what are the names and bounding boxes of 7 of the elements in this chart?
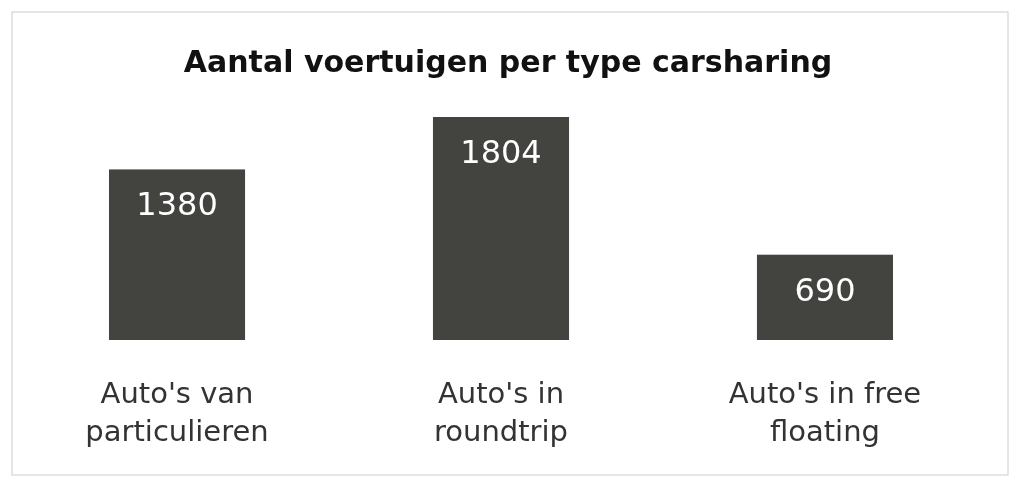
data-label: 1380 bbox=[136, 185, 218, 224]
x-tick-label: Auto's van particulieren bbox=[85, 376, 269, 448]
data-label: 1804 bbox=[460, 133, 542, 171]
data-label: 690 bbox=[794, 270, 856, 309]
x-tick-label: Auto's in free floating bbox=[728, 376, 922, 448]
chart-title: Aantal voertuigen per type carsharing bbox=[183, 44, 833, 79]
x-tick-label: Auto's in roundtrip bbox=[434, 376, 568, 448]
